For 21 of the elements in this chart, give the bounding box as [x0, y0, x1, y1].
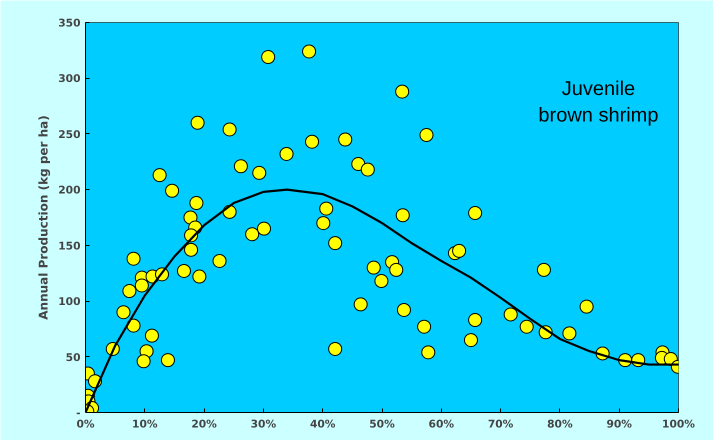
x-tick-label: 70%	[488, 418, 514, 430]
x-tick-label: 80%	[547, 418, 573, 430]
y-tick-label: 150	[58, 239, 81, 252]
x-tick-label: 90%	[606, 418, 632, 430]
y-tick-label: 300	[58, 72, 81, 86]
x-tick-label: 10%	[132, 418, 158, 430]
x-tick-label: 20%	[191, 418, 218, 430]
x-tick-label: 30%	[250, 418, 276, 430]
y-tick-label: 200	[58, 184, 81, 197]
x-tick-label: 0%	[76, 418, 95, 430]
y-axis-title: Annual Production (kg per ha)	[36, 115, 50, 320]
x-tick-label: 50%	[369, 418, 396, 430]
y-tick-label: 50	[66, 350, 81, 364]
x-tick-label: 100%	[662, 418, 696, 430]
y-tick-label: -	[76, 406, 81, 420]
annotation: Juvenile brown shrimp	[538, 78, 658, 127]
x-tick-label: 40%	[310, 418, 336, 430]
x-tick-label: 60%	[428, 418, 454, 430]
y-tick-label: 250	[58, 128, 81, 141]
y-tick-label: 350	[58, 16, 81, 30]
y-tick-label: 100	[58, 295, 81, 308]
